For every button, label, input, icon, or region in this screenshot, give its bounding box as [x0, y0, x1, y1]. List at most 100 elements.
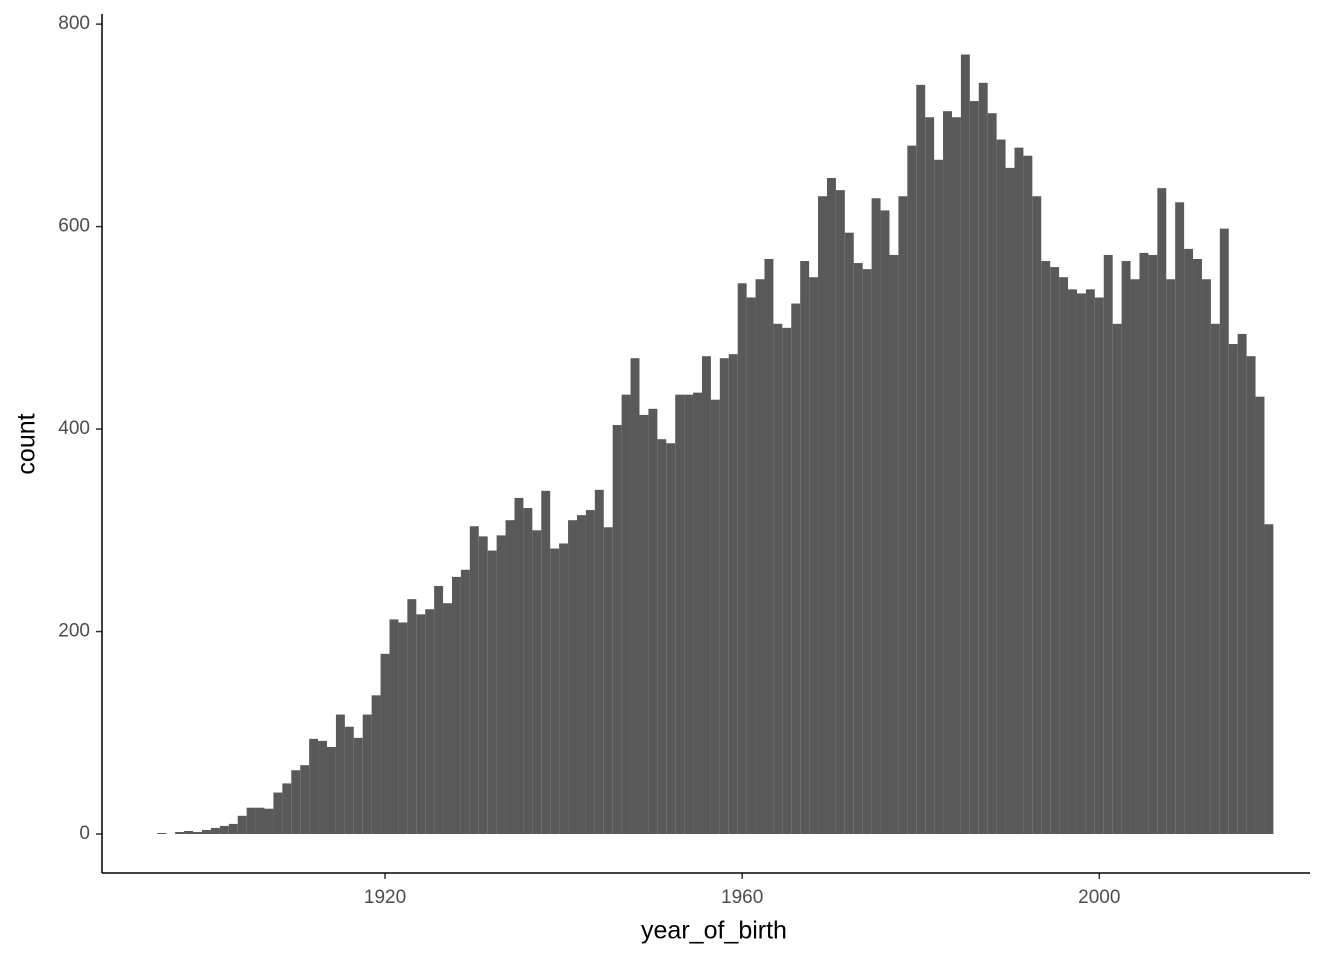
bar: [505, 520, 515, 835]
bar: [568, 520, 577, 835]
bar: [719, 358, 729, 835]
bar: [219, 825, 229, 835]
bar: [1094, 297, 1104, 835]
bar: [1085, 289, 1095, 835]
bar: [1139, 252, 1149, 835]
y-tick-label: 0: [79, 823, 90, 844]
bar: [1157, 188, 1167, 835]
x-tick-label: 1960: [721, 887, 763, 908]
bar: [987, 113, 997, 835]
bar: [541, 490, 551, 835]
bar: [746, 297, 756, 835]
bar: [496, 535, 506, 835]
bar: [1068, 289, 1077, 835]
bar: [862, 269, 872, 835]
bar: [1121, 261, 1131, 835]
bar: [1112, 323, 1122, 835]
bar: [1210, 323, 1220, 835]
bar: [434, 585, 444, 835]
bar: [523, 508, 533, 835]
bar: [1023, 155, 1033, 835]
bar: [1237, 333, 1247, 835]
bar: [291, 770, 301, 835]
bar: [193, 831, 202, 835]
bar: [621, 394, 631, 835]
bar: [246, 807, 256, 835]
bar: [237, 815, 247, 835]
bar: [514, 497, 524, 835]
bar: [818, 196, 827, 835]
bar: [1219, 228, 1229, 835]
x-tick-label: 1920: [364, 887, 406, 908]
bar: [880, 210, 890, 835]
bar: [898, 196, 908, 835]
bar: [666, 443, 676, 835]
bar: [353, 737, 363, 835]
bar: [916, 84, 926, 835]
bar: [1246, 356, 1256, 835]
bar: [398, 622, 408, 835]
bar: [1193, 258, 1202, 835]
bar: [469, 526, 479, 835]
bar: [184, 830, 194, 835]
bar: [264, 808, 274, 835]
bar: [1041, 261, 1051, 835]
bar: [969, 101, 979, 835]
bar: [407, 599, 417, 835]
bar: [648, 408, 658, 835]
bar: [300, 765, 310, 835]
bar: [943, 111, 952, 835]
bar: [594, 489, 604, 835]
x-axis-title: year_of_birth: [641, 917, 787, 945]
bar: [1255, 396, 1265, 835]
bar: [925, 117, 935, 835]
bar: [764, 258, 774, 835]
bar: [1032, 196, 1042, 835]
y-tick-label: 200: [58, 621, 90, 642]
bar: [1184, 248, 1194, 835]
bar: [576, 515, 586, 835]
bar: [800, 261, 810, 835]
bar: [603, 527, 613, 835]
bar: [684, 394, 694, 835]
bar: [791, 303, 801, 835]
bar: [630, 358, 640, 835]
bar: [978, 82, 988, 835]
bar: [335, 714, 345, 835]
bar: [871, 198, 881, 835]
bar: [318, 740, 327, 835]
bar: [1050, 267, 1060, 835]
bar: [550, 548, 560, 835]
bar: [826, 178, 836, 835]
bar: [255, 807, 265, 835]
bar: [282, 783, 292, 835]
bar: [675, 394, 685, 835]
bar: [934, 159, 944, 835]
bar: [639, 414, 649, 835]
bar: [344, 726, 354, 835]
bar: [844, 232, 854, 835]
bar: [273, 792, 283, 835]
bar: [416, 614, 426, 835]
bar: [389, 619, 399, 835]
bar: [1005, 167, 1015, 835]
bar: [443, 603, 452, 835]
bar: [835, 190, 845, 835]
bar: [1103, 254, 1113, 835]
bar: [451, 576, 461, 835]
bar: [1059, 277, 1069, 835]
bar: [309, 738, 319, 835]
bar: [487, 550, 497, 835]
bar: [773, 323, 783, 835]
bar: [996, 139, 1006, 835]
bar: [425, 609, 435, 835]
bar: [1201, 279, 1211, 835]
bar: [853, 263, 863, 835]
bar: [371, 695, 381, 835]
bar: [755, 279, 765, 835]
bar: [380, 653, 390, 835]
bar: [532, 530, 542, 835]
bar: [1014, 147, 1024, 835]
